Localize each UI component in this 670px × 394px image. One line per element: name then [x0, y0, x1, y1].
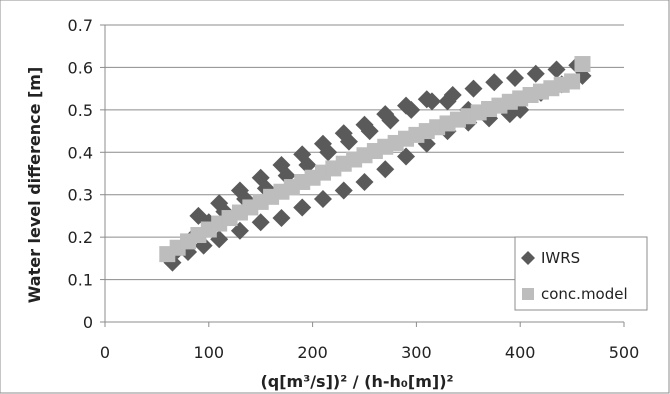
legend-box: [514, 236, 648, 311]
data-point: [397, 147, 416, 166]
data-point: [355, 115, 374, 134]
data-series: [159, 56, 592, 272]
data-point: [251, 213, 270, 232]
data-point: [355, 172, 374, 191]
y-axis-title: Water level difference [m]: [25, 67, 44, 304]
tick-labels: 0 0.1 0.2 0.3 0.4 0.5 0.6 0.7 0 100 200 300 400 500: [68, 16, 640, 362]
data-point: [230, 221, 249, 240]
legend: IWRS conc.model: [514, 236, 648, 311]
legend-label-iwrs: IWRS: [541, 249, 580, 267]
data-point: [251, 168, 270, 187]
data-point: [397, 96, 416, 115]
x-tick-label: 0: [100, 343, 110, 362]
series-conc-model: [159, 56, 591, 263]
y-tick-label: 0.4: [68, 143, 93, 162]
data-point: [272, 209, 291, 228]
y-tick-label: 0.2: [68, 228, 93, 247]
x-tick-label: 500: [609, 343, 640, 362]
y-tick-label: 0.6: [68, 58, 93, 77]
x-axis-title: (q[m³/s])² / (h-h₀[m])²: [260, 372, 453, 391]
x-tick-label: 200: [297, 343, 328, 362]
y-tick-label: 0.1: [68, 271, 93, 290]
data-point: [313, 134, 332, 153]
data-point: [485, 73, 504, 92]
data-point: [293, 145, 312, 164]
x-tick-label: 100: [194, 343, 225, 362]
data-point: [334, 181, 353, 200]
data-point: [376, 160, 395, 179]
y-tick-label: 0.7: [68, 16, 93, 35]
y-tick-label: 0.3: [68, 186, 93, 205]
data-point: [293, 198, 312, 217]
data-point: [189, 206, 208, 225]
data-point: [526, 64, 545, 83]
legend-marker-iwrs: [521, 251, 535, 265]
data-point: [464, 79, 483, 98]
y-tick-label: 0: [83, 313, 93, 332]
axes: [104, 25, 624, 323]
data-point: [506, 69, 525, 88]
legend-marker-conc-model: [522, 288, 534, 300]
data-point: [438, 92, 457, 111]
legend-label-conc-model: conc.model: [541, 285, 628, 303]
y-tick-label: 0.5: [68, 101, 93, 120]
x-tick-label: 300: [401, 343, 432, 362]
data-point: [564, 73, 581, 90]
data-point: [334, 124, 353, 143]
data-point: [313, 189, 332, 208]
data-point: [230, 181, 249, 200]
data-point: [210, 194, 229, 213]
data-point: [272, 156, 291, 175]
data-point: [547, 60, 566, 79]
data-point: [376, 105, 395, 124]
data-point: [574, 56, 591, 73]
x-tick-label: 400: [505, 343, 536, 362]
data-point: [417, 90, 436, 109]
